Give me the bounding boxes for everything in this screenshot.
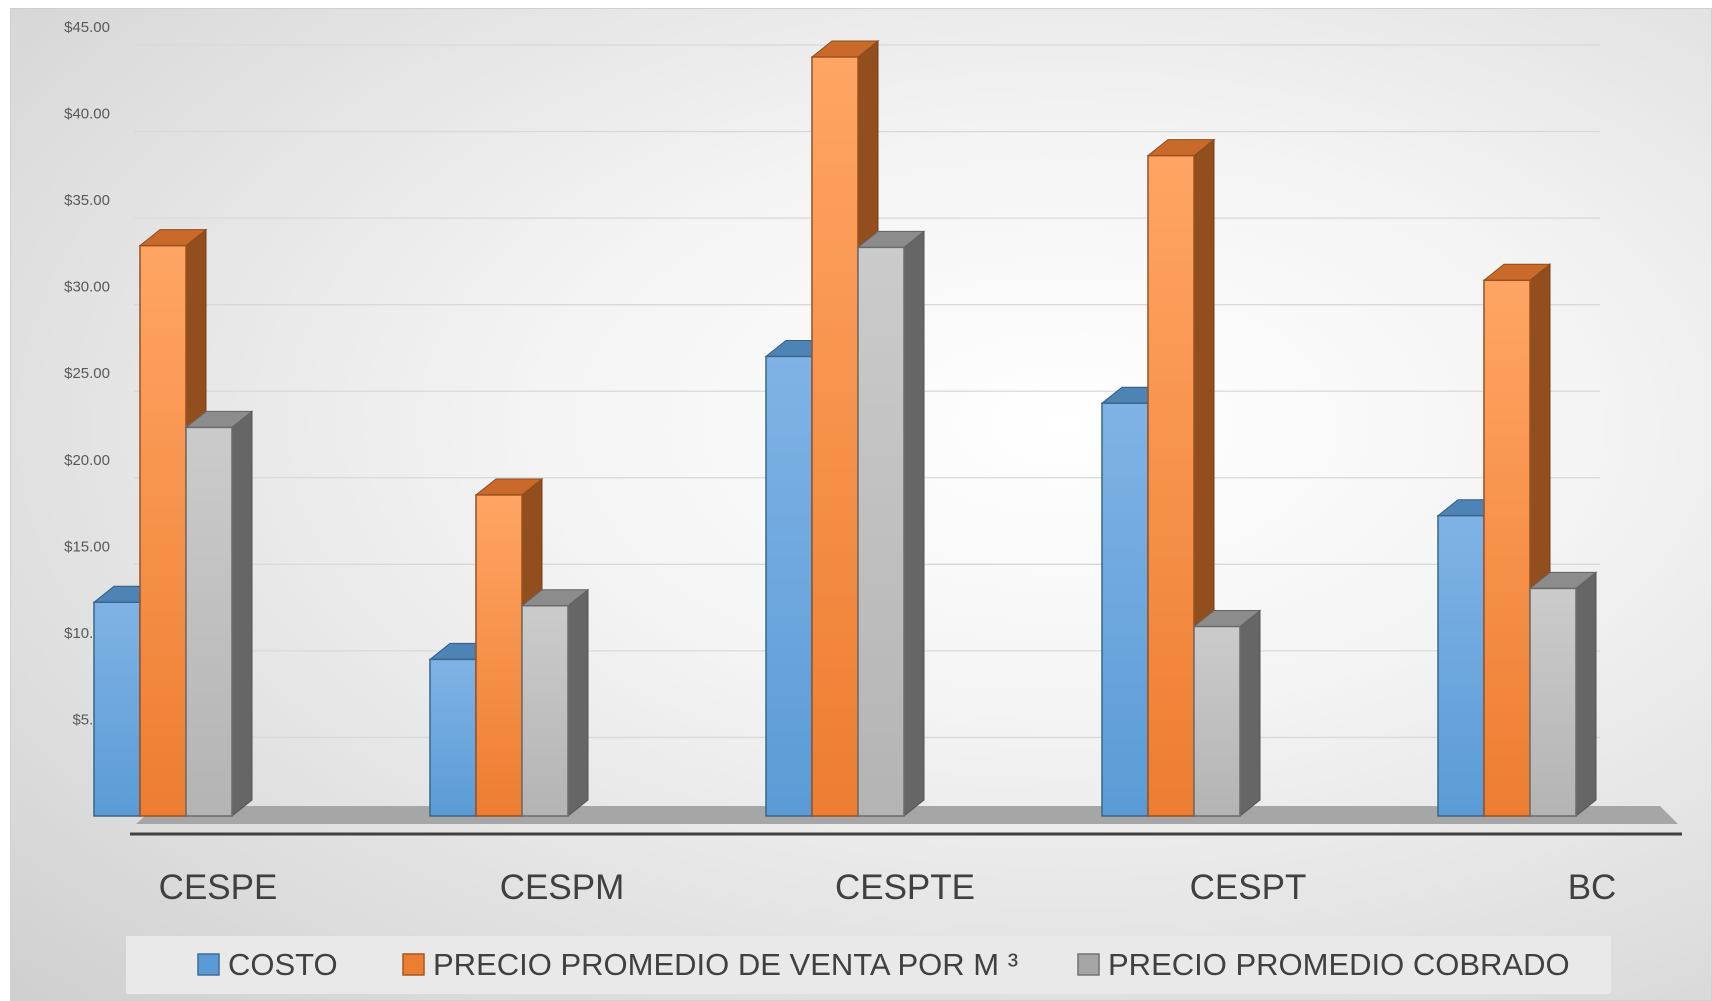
legend-label: PRECIO PROMEDIO COBRADO (1108, 947, 1570, 982)
bar-cespe-3 (184, 410, 254, 818)
legend (126, 936, 1611, 994)
y-tick-label: $15.00 (64, 538, 110, 555)
legend-swatch (402, 953, 425, 976)
bar-cespte-3 (856, 230, 926, 818)
y-tick-label: $25.00 (64, 365, 110, 382)
x-tick-label: CESPTE (835, 868, 975, 907)
y-tick-label: $30.00 (64, 279, 110, 296)
legend-label: PRECIO PROMEDIO DE VENTA POR M ³ (433, 947, 1018, 982)
x-tick-label: CESPE (159, 868, 278, 907)
bar-cespt-3 (1192, 609, 1262, 818)
x-tick-label: CESPT (1190, 868, 1307, 907)
x-tick-label: CESPM (500, 868, 624, 907)
legend-swatch (197, 953, 220, 976)
y-tick-label: $20.00 (64, 452, 110, 469)
bar-bc-3 (1528, 571, 1598, 818)
legend-label: COSTO (228, 947, 338, 982)
y-tick-label: $45.00 (64, 19, 110, 36)
legend-swatch (1077, 953, 1100, 976)
y-tick-label: $40.00 (64, 106, 110, 123)
y-tick-label: $35.00 (64, 192, 110, 209)
x-tick-label: BC (1568, 868, 1617, 907)
bar-cespm-3 (520, 588, 590, 818)
